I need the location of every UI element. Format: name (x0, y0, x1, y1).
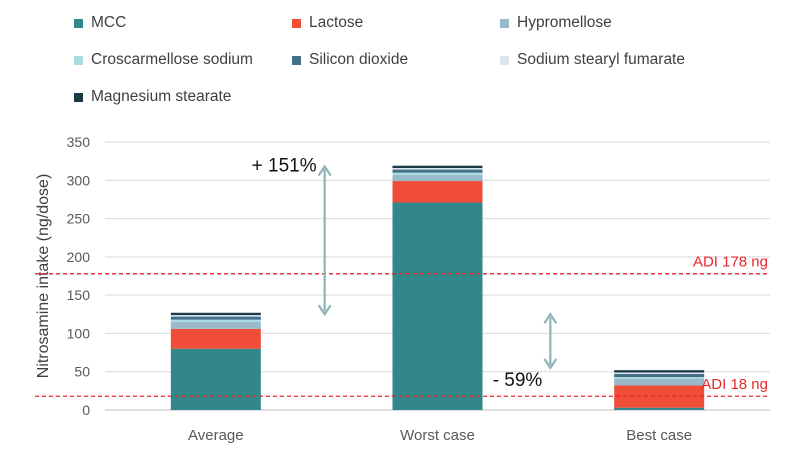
legend-swatch (500, 55, 509, 65)
bar-segment (614, 372, 705, 375)
legend-swatch (74, 92, 83, 102)
y-tick-label: 0 (82, 402, 90, 418)
bar-segment (392, 202, 483, 410)
bar-segment (614, 377, 705, 379)
percent-change-label: + 151% (252, 156, 317, 177)
legend-label: Magnesium stearate (91, 88, 232, 105)
bar-segment (614, 407, 705, 410)
legend-label: Croscarmellose sodium (91, 51, 253, 68)
bar-segment (392, 172, 483, 175)
change-arrow-head (543, 312, 558, 324)
y-tick-label: 150 (67, 287, 91, 303)
legend-item: Lactose (292, 14, 363, 32)
adi-reference-label: ADI 18 ng (701, 376, 768, 393)
x-category-label: Average (188, 427, 244, 444)
legend-label: Hypromellose (517, 14, 612, 31)
bar-segment (614, 370, 705, 373)
y-tick-label: 250 (67, 211, 91, 227)
change-arrow-head (317, 164, 332, 177)
bar-segment (392, 174, 483, 182)
change-arrow-head (543, 358, 558, 370)
x-category-label: Best case (626, 427, 692, 444)
legend-label: MCC (91, 14, 127, 31)
legend-swatch (292, 18, 301, 28)
legend-item: MCC (74, 14, 126, 32)
legend-swatch (74, 18, 83, 28)
legend-item: Sodium stearyl fumarate (500, 51, 685, 69)
legend-item: Silicon dioxide (292, 51, 408, 69)
bar-segment (170, 319, 261, 322)
legend-label: Silicon dioxide (309, 51, 409, 68)
bar-segment (170, 315, 261, 317)
bar-segment (392, 169, 483, 173)
y-tick-label: 50 (74, 364, 90, 380)
legend-label: Lactose (309, 14, 364, 31)
y-tick-label: 200 (67, 249, 91, 265)
y-axis-label: Nitrosamine intake (ng/dose) (35, 174, 52, 379)
bar-segment (392, 168, 483, 170)
adi-reference-label: ADI 178 ng (693, 254, 768, 271)
bar-segment (392, 165, 483, 169)
legend-swatch (292, 55, 301, 65)
legend-swatch (500, 18, 509, 28)
bar-segment (170, 348, 261, 410)
bar-segment (170, 312, 261, 316)
bar-segment (614, 378, 705, 386)
legend-label: Sodium stearyl fumarate (517, 51, 685, 68)
y-tick-label: 100 (67, 325, 91, 341)
legend-item: Magnesium stearate (74, 88, 231, 106)
bar-segment (392, 181, 483, 203)
bar-segment (170, 316, 261, 320)
y-tick-label: 350 (67, 134, 91, 150)
bar-segment (170, 328, 261, 349)
bar-segment (170, 321, 261, 329)
legend-swatch (74, 55, 83, 65)
y-tick-label: 300 (67, 172, 91, 188)
chart-legend: MCC Lactose Hypromellose Croscarmellose sod… (74, 14, 793, 124)
legend-item: Croscarmellose sodium (74, 51, 253, 69)
legend-item: Hypromellose (500, 14, 612, 32)
bar-segment (614, 374, 705, 378)
change-arrow-head (317, 304, 332, 317)
percent-change-label: - 59% (493, 370, 543, 391)
x-category-label: Worst case (400, 427, 475, 444)
